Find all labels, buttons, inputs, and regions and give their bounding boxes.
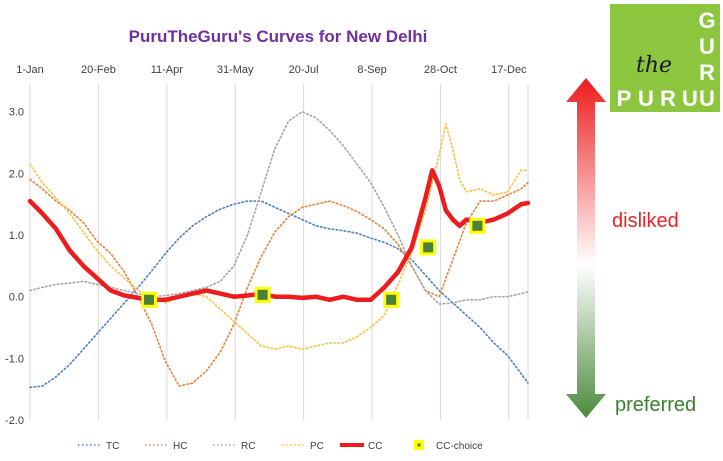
- series-line-pc: [29, 123, 529, 350]
- x-tick-label: 31-May: [217, 64, 254, 76]
- x-tick-label: 28-Oct: [424, 64, 457, 76]
- logo-letter-horizontal: P: [617, 86, 632, 111]
- x-tick-label: 20-Feb: [81, 64, 116, 76]
- cc-choice-marker-core: [423, 242, 434, 253]
- logo-letter-vertical: R: [699, 60, 715, 85]
- disliked-label: disliked: [612, 210, 679, 232]
- legend-label-rc: RC: [241, 441, 255, 452]
- legend-label-cc: CC: [368, 441, 382, 452]
- x-tick-label: 20-Jul: [289, 64, 319, 76]
- y-tick-label: 1.0: [9, 230, 24, 242]
- preferred-label: preferred: [615, 394, 697, 416]
- cc-choice-marker-core: [144, 294, 155, 305]
- logo-letter-horizontal: U: [682, 86, 698, 111]
- y-tick-label: 3.0: [9, 107, 24, 119]
- y-tick-label: 2.0: [9, 168, 24, 180]
- x-tick-label: 8-Sep: [357, 64, 386, 76]
- scale-arrow: [566, 78, 606, 418]
- series-line-rc: [29, 110, 529, 305]
- chart: PuruTheGuru's Curves for New Delhi 1-Jan…: [5, 27, 531, 452]
- series-lines: [27, 110, 531, 389]
- cc-choice-marker-core: [472, 220, 483, 231]
- preference-scale: [566, 78, 606, 418]
- legend-swatch-cc-choice-core: [417, 443, 421, 447]
- series-line-hc: [29, 178, 529, 387]
- chart-title: PuruTheGuru's Curves for New Delhi: [129, 27, 428, 46]
- y-tick-label: -2.0: [5, 415, 24, 427]
- x-tick-label: 1-Jan: [16, 64, 44, 76]
- logo-letter-vertical: G: [698, 8, 715, 33]
- y-tick-label: 0.0: [9, 292, 24, 304]
- logo-letter-vertical: U: [699, 86, 715, 111]
- cc-choice-marker-core: [257, 289, 268, 300]
- x-tick-label: 11-Apr: [151, 64, 184, 76]
- logo-script-text: the: [636, 53, 672, 78]
- legend-label-hc: HC: [173, 441, 187, 452]
- y-tick-label: -1.0: [5, 353, 24, 365]
- cc-choice-markers: [141, 217, 486, 308]
- y-tick-labels: 3.0 2.0 1.0 0.0 -1.0 -2.0: [5, 107, 24, 427]
- logo-letter-horizontal: U: [638, 86, 654, 111]
- logo-letter-vertical: U: [699, 34, 715, 59]
- series-line-tc: [29, 200, 529, 389]
- legend: TC HC RC PC CC CC-choice: [78, 440, 483, 452]
- x-tick-label: 17-Dec: [491, 64, 527, 76]
- logo-letter-horizontal: R: [660, 86, 676, 111]
- grid: [29, 84, 529, 420]
- legend-label-pc: PC: [310, 441, 324, 452]
- legend-label-tc: TC: [106, 441, 119, 452]
- series-line-cc: [27, 168, 531, 303]
- x-tick-labels: 1-Jan 20-Feb 11-Apr 31-May 20-Jul 8-Sep 28-Oct…: [16, 64, 527, 76]
- legend-label-cc-choice: CC-choice: [436, 441, 483, 452]
- cc-choice-marker-core: [386, 294, 397, 305]
